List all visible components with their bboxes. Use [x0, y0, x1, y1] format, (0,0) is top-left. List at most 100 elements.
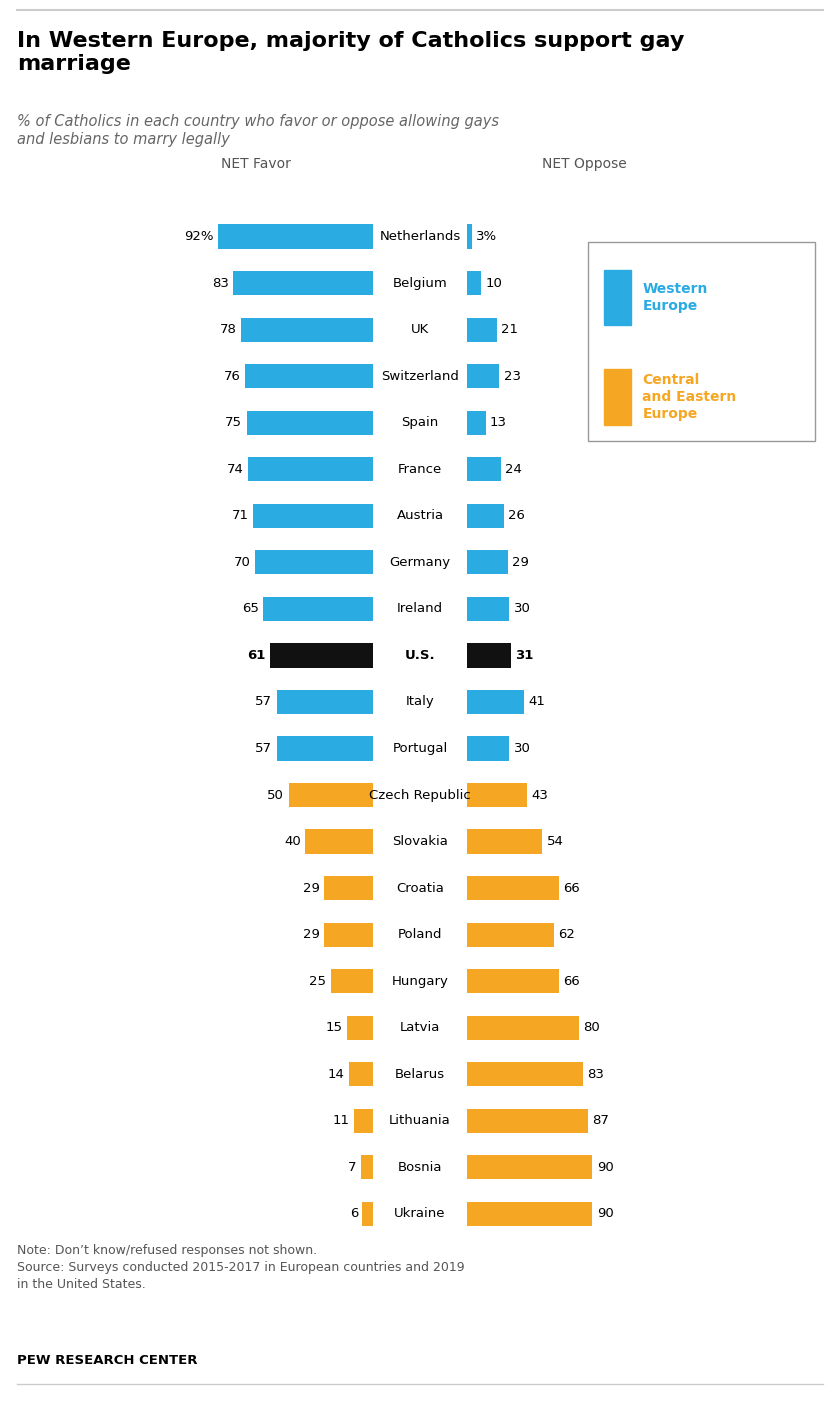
Text: 11: 11 [333, 1115, 349, 1128]
Bar [347, 1015, 372, 1039]
Bar [604, 370, 631, 425]
Text: Germany: Germany [390, 556, 450, 569]
Text: Lithuania: Lithuania [389, 1115, 451, 1128]
Bar [468, 272, 481, 296]
Text: Ukraine: Ukraine [394, 1207, 446, 1220]
Text: 75: 75 [225, 417, 242, 429]
Text: 6: 6 [349, 1207, 358, 1220]
Bar [253, 503, 372, 528]
Bar [468, 1109, 588, 1133]
Bar [468, 503, 503, 528]
Text: Central
and Eastern
Europe: Central and Eastern Europe [643, 373, 737, 421]
Bar [468, 923, 554, 947]
Text: Note: Don’t know/refused responses not shown.
Source: Surveys conducted 2015-201: Note: Don’t know/refused responses not s… [17, 1244, 465, 1291]
Bar [468, 317, 496, 341]
Bar [244, 364, 372, 388]
Text: PEW RESEARCH CENTER: PEW RESEARCH CENTER [17, 1354, 197, 1367]
Bar [354, 1109, 372, 1133]
Text: 40: 40 [284, 835, 301, 848]
Text: 54: 54 [547, 835, 564, 848]
Bar [468, 829, 543, 853]
Bar [468, 1015, 579, 1039]
Bar [468, 597, 509, 621]
Text: 31: 31 [515, 648, 533, 661]
Text: 23: 23 [504, 370, 521, 383]
Text: Hungary: Hungary [391, 974, 449, 988]
Text: 80: 80 [583, 1021, 600, 1034]
Text: 57: 57 [255, 742, 272, 755]
Bar [468, 690, 524, 714]
Bar [468, 737, 509, 761]
Text: 7: 7 [348, 1160, 356, 1173]
Text: 29: 29 [512, 556, 529, 569]
Bar [468, 411, 486, 435]
Text: 66: 66 [564, 974, 580, 988]
Text: Belarus: Belarus [395, 1068, 445, 1081]
Text: Croatia: Croatia [396, 882, 444, 894]
Bar [468, 456, 501, 482]
Text: 62: 62 [558, 929, 575, 941]
Text: 76: 76 [223, 370, 240, 383]
Text: 41: 41 [528, 695, 546, 708]
Text: France: France [398, 462, 442, 476]
Bar [468, 1062, 583, 1086]
Text: 29: 29 [302, 929, 319, 941]
Text: 30: 30 [513, 603, 530, 616]
Bar [360, 1155, 372, 1179]
Bar [276, 690, 372, 714]
Text: 70: 70 [234, 556, 250, 569]
Text: Belgium: Belgium [392, 277, 448, 290]
Text: 57: 57 [255, 695, 272, 708]
Text: Poland: Poland [398, 929, 442, 941]
Bar [468, 1155, 592, 1179]
Text: Netherlands: Netherlands [380, 230, 460, 243]
Bar [604, 270, 631, 326]
Bar [468, 550, 507, 574]
Text: NET Favor: NET Favor [221, 158, 291, 172]
Text: 90: 90 [596, 1207, 613, 1220]
Bar [468, 1202, 592, 1226]
Text: 24: 24 [505, 462, 522, 476]
Text: Austria: Austria [396, 509, 444, 522]
Text: 3%: 3% [476, 230, 497, 243]
Text: Spain: Spain [402, 417, 438, 429]
Text: UK: UK [411, 323, 429, 336]
Bar [276, 737, 372, 761]
Bar [323, 923, 372, 947]
Text: Portugal: Portugal [392, 742, 448, 755]
Bar [330, 968, 372, 994]
Bar [263, 597, 372, 621]
Text: 61: 61 [247, 648, 265, 661]
Text: 14: 14 [328, 1068, 344, 1081]
Bar [362, 1202, 372, 1226]
Text: 26: 26 [508, 509, 525, 522]
Text: 74: 74 [227, 462, 244, 476]
Bar [218, 225, 372, 249]
Bar [246, 411, 372, 435]
Text: 25: 25 [309, 974, 326, 988]
Text: 43: 43 [532, 789, 549, 802]
Bar [468, 643, 511, 667]
Text: 90: 90 [596, 1160, 613, 1173]
Text: % of Catholics in each country who favor or oppose allowing gays
and lesbians to: % of Catholics in each country who favor… [17, 114, 499, 148]
Text: U.S.: U.S. [405, 648, 435, 661]
Text: 71: 71 [232, 509, 249, 522]
Text: 10: 10 [486, 277, 502, 290]
Text: 15: 15 [326, 1021, 343, 1034]
Text: Czech Republic: Czech Republic [369, 789, 471, 802]
Text: 92%: 92% [184, 230, 213, 243]
Text: 13: 13 [490, 417, 507, 429]
Bar [468, 225, 471, 249]
Bar [305, 829, 372, 853]
Text: 87: 87 [592, 1115, 610, 1128]
Text: In Western Europe, majority of Catholics support gay
marriage: In Western Europe, majority of Catholics… [17, 31, 684, 74]
Bar [288, 784, 372, 808]
Text: 30: 30 [513, 742, 530, 755]
Bar [468, 968, 559, 994]
Text: NET Oppose: NET Oppose [542, 158, 627, 172]
Bar [233, 272, 372, 296]
Bar [468, 364, 500, 388]
Text: Ireland: Ireland [397, 603, 443, 616]
Text: 78: 78 [220, 323, 237, 336]
Bar [468, 784, 528, 808]
